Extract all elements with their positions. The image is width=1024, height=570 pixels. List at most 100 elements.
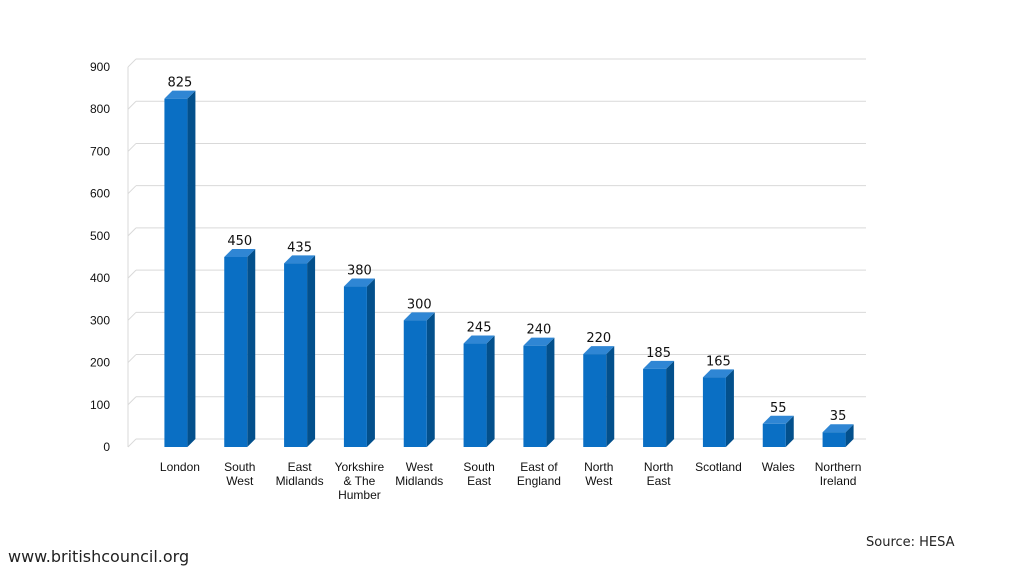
y-tick-label: 400 [90, 271, 110, 285]
bar-side [546, 337, 555, 447]
bar-top [403, 312, 435, 321]
value-label: 185 [646, 346, 671, 361]
gridline-depth [127, 143, 137, 152]
gridline-depth [127, 269, 137, 279]
bar [463, 343, 487, 447]
category-label-line: West [406, 460, 434, 474]
bar-side [666, 360, 675, 447]
gridline-depth [127, 185, 137, 195]
category-label-line: England [517, 474, 561, 488]
bar-top [643, 360, 675, 369]
bar-top [463, 335, 495, 344]
bar [403, 320, 427, 447]
bar-top [583, 346, 615, 355]
y-tick-label: 200 [90, 356, 110, 370]
category-label-line: Midlands [395, 474, 443, 488]
bar [643, 368, 667, 447]
value-label: 380 [347, 264, 372, 279]
value-label: 35 [830, 409, 847, 424]
gridline-depth [127, 227, 137, 237]
y-tick-label: 0 [103, 440, 110, 454]
category-label-line: South [224, 460, 255, 474]
category-label-line: East of [520, 460, 558, 474]
bar-top [762, 415, 794, 424]
bar-side [187, 90, 196, 448]
gridline-depth [127, 354, 137, 363]
category-label-line: Ireland [820, 474, 857, 488]
bar [164, 98, 188, 448]
bars [164, 90, 854, 448]
category-label-line: Scotland [695, 460, 742, 474]
value-label: 55 [770, 401, 787, 416]
category-label: East of England [517, 460, 561, 488]
bar-side [366, 278, 375, 447]
value-label: 300 [407, 297, 432, 312]
bar-side [785, 415, 794, 447]
y-tick-label: 700 [90, 144, 110, 158]
category-label-line: Wales [762, 460, 795, 474]
bar [702, 377, 726, 447]
y-tick-label: 100 [90, 398, 110, 412]
bar [822, 432, 846, 447]
bar-side [486, 335, 495, 447]
category-label: North East [644, 460, 673, 488]
bar [523, 345, 547, 447]
value-label: 240 [527, 323, 552, 338]
bar-top [822, 424, 854, 433]
bar [343, 286, 367, 447]
bar-top [702, 369, 734, 378]
category-label: Yorkshire & The Humber [335, 460, 385, 502]
category-label-line: West [226, 474, 254, 488]
category-label-line: East [647, 474, 672, 488]
gridline-depth [127, 396, 137, 406]
category-label-line: East [288, 460, 313, 474]
value-label: 220 [586, 331, 611, 346]
category-label: North West [584, 460, 613, 488]
bar-top [284, 255, 316, 264]
bar-side [725, 369, 734, 447]
category-label-line: South [463, 460, 494, 474]
category-label: Wales [762, 460, 795, 474]
bar [284, 263, 308, 447]
gridline-depth [127, 58, 137, 68]
category-label-line: West [585, 474, 613, 488]
bar-side [307, 255, 316, 447]
bar-side [606, 346, 615, 447]
gridline-depth [127, 438, 137, 448]
category-label: South East [463, 460, 494, 488]
category-label-line: Yorkshire [335, 460, 385, 474]
gridline-depth [127, 311, 137, 321]
gridline-depth [127, 100, 137, 110]
y-tick-label: 600 [90, 187, 110, 201]
bar-chart: 0 100 200 300 400 500 600 700 800 900 825 450 435 38… [90, 58, 866, 502]
bar-side [247, 249, 256, 447]
category-label: South West [224, 460, 255, 488]
bar [762, 423, 786, 447]
category-label: East Midlands [276, 460, 324, 488]
category-label-line: East [467, 474, 492, 488]
source-note: Source: HESA [866, 535, 955, 550]
category-label: Scotland [695, 460, 742, 474]
bar-side [426, 312, 435, 447]
gridlines [127, 58, 866, 448]
category-label: West Midlands [395, 460, 443, 488]
bar-top [164, 90, 196, 99]
y-tick-label: 900 [90, 60, 110, 74]
y-tick-label: 500 [90, 229, 110, 243]
category-label-line: London [160, 460, 200, 474]
category-label: London [160, 460, 200, 474]
y-axis: 0 100 200 300 400 500 600 700 800 900 [90, 60, 129, 454]
bar-top [523, 337, 555, 346]
bar-top [224, 249, 256, 257]
bar-top [343, 278, 375, 287]
value-labels: 825 450 435 380 300 245 240 220 185 165 55 35 [168, 76, 847, 425]
value-label: 165 [706, 354, 731, 369]
value-label: 450 [227, 234, 252, 249]
category-label-line: North [584, 460, 613, 474]
value-label: 825 [168, 76, 193, 91]
category-label-line: North [644, 460, 673, 474]
website-footer: www.britishcouncil.org [8, 547, 190, 566]
bar [224, 257, 248, 447]
category-label-line: Humber [338, 488, 381, 502]
